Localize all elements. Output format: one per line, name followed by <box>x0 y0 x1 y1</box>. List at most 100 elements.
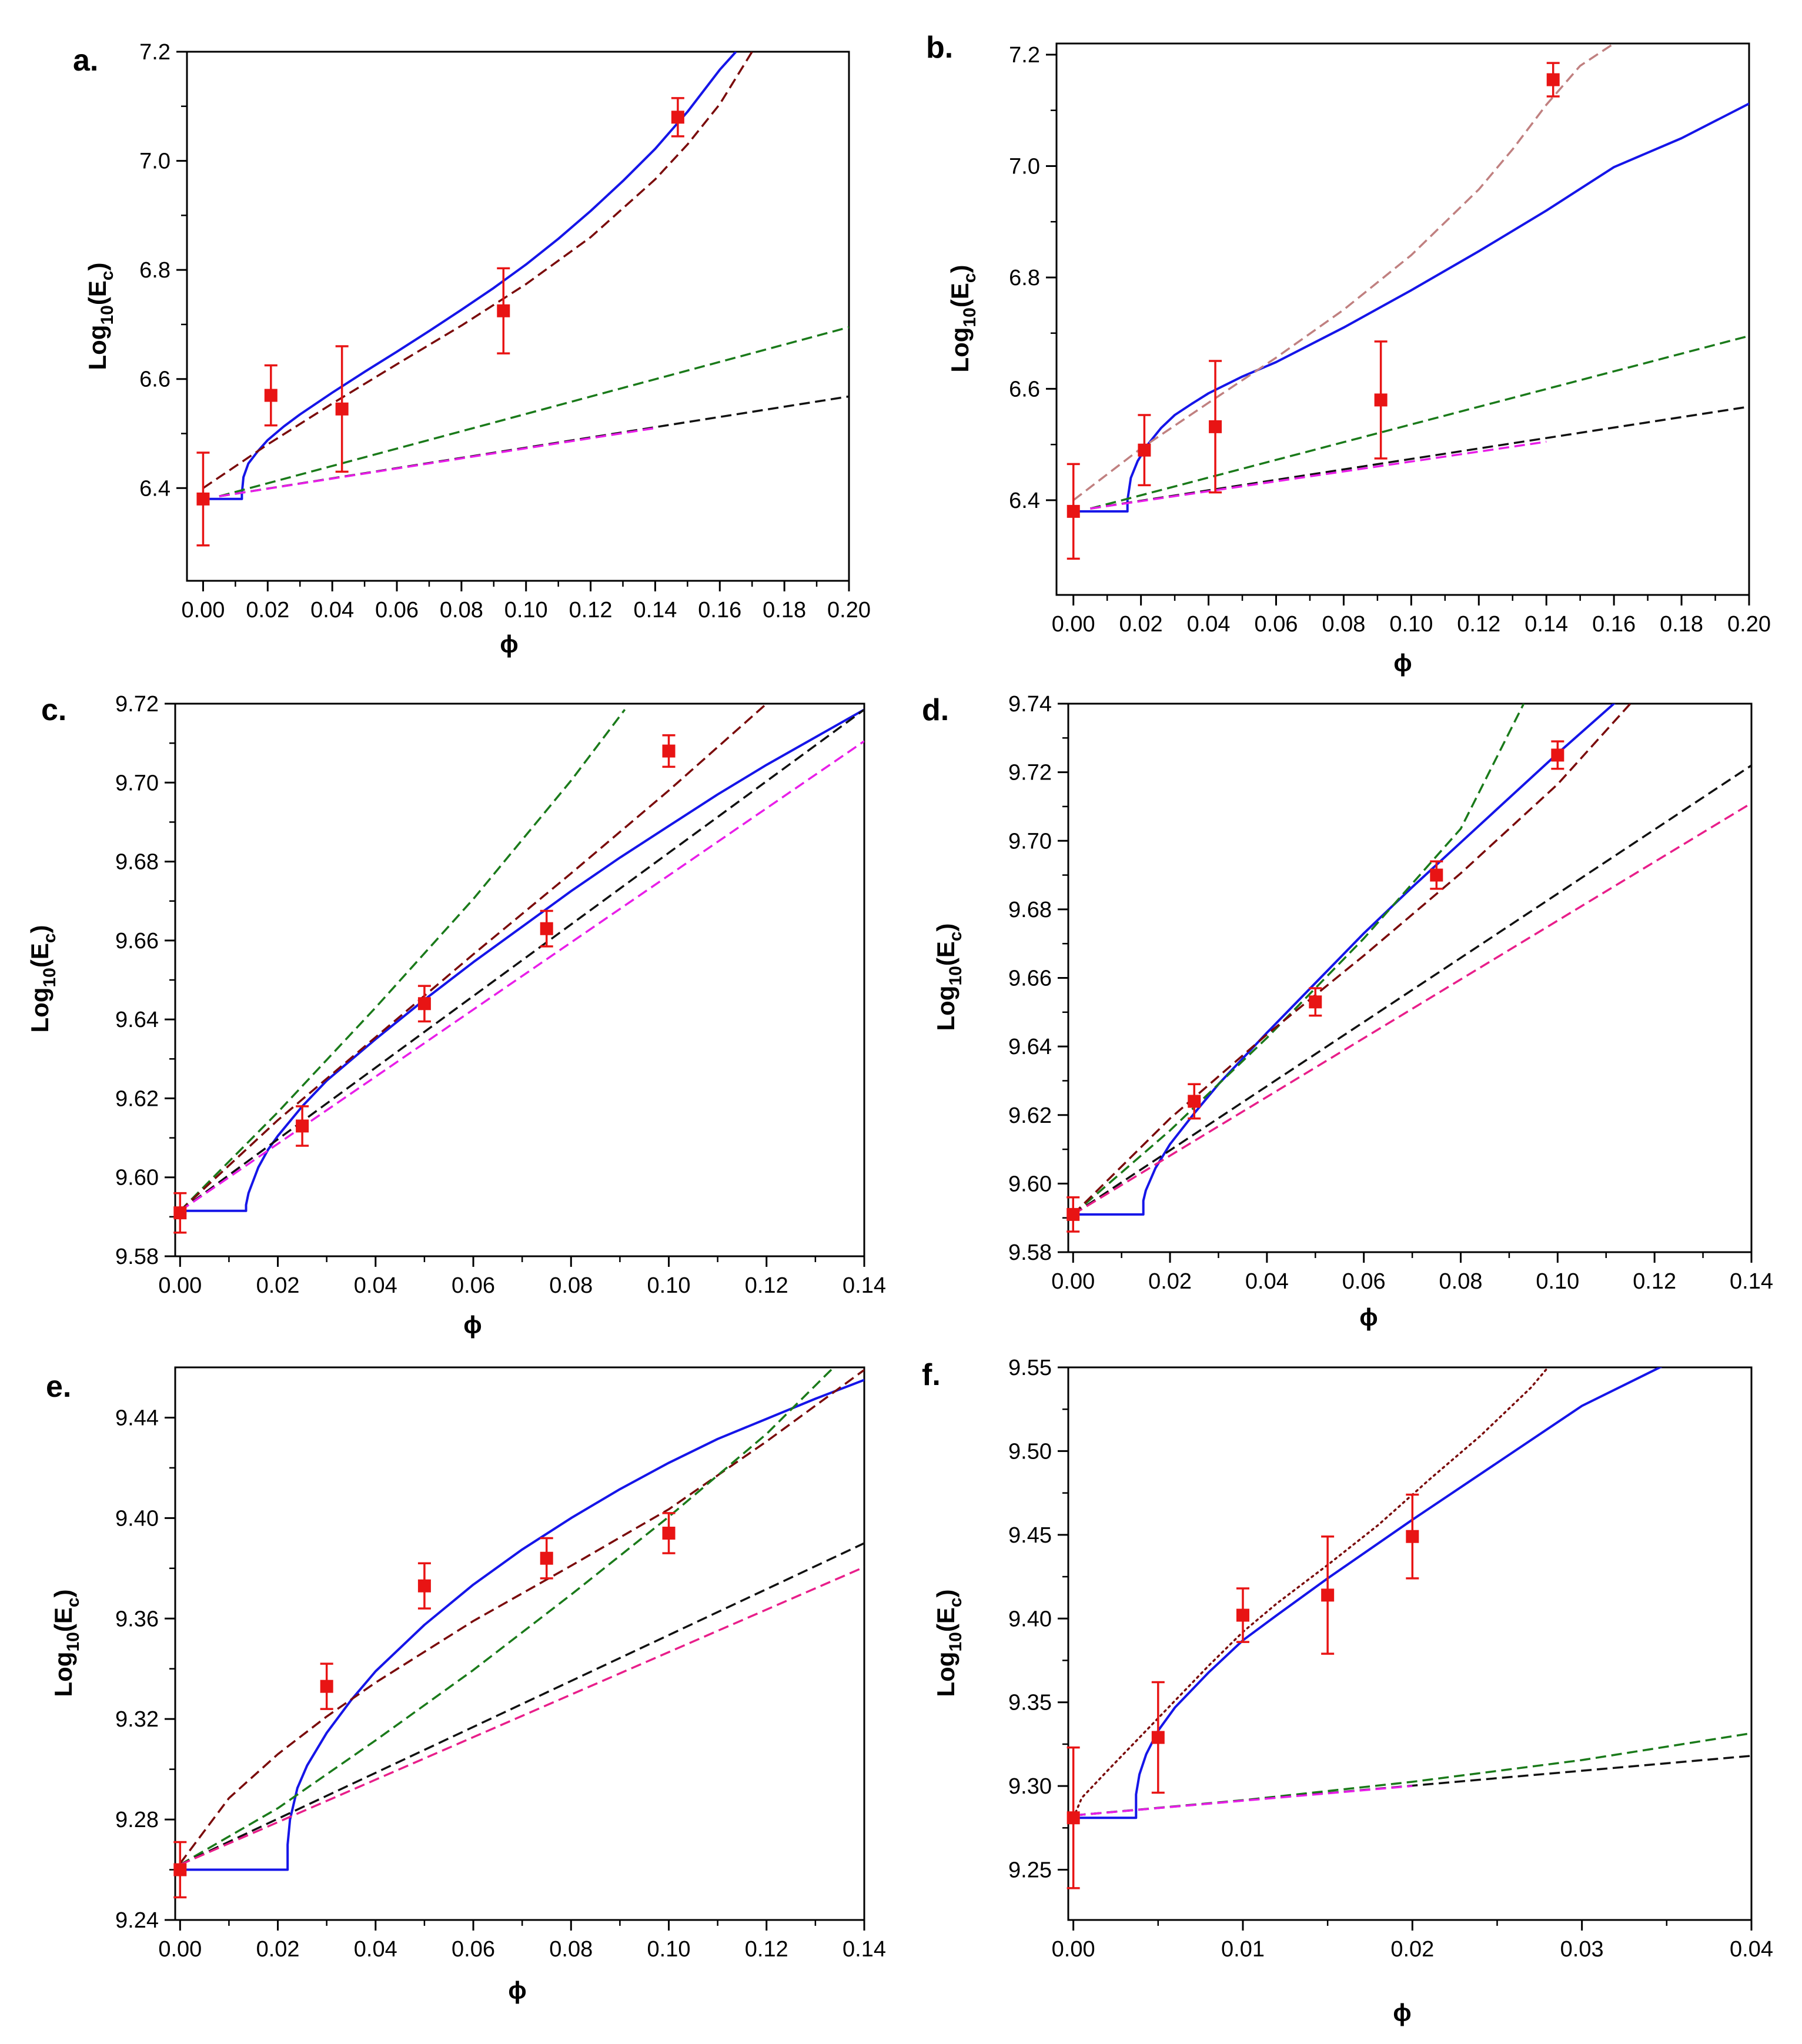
data-marker <box>1067 1207 1080 1221</box>
x-tick-label: 0.14 <box>1730 1269 1773 1294</box>
data-point <box>497 267 510 354</box>
x-tick-label: 0.00 <box>1052 1937 1095 1962</box>
y-axis-title: Log10(Ec) <box>49 1589 83 1697</box>
data-marker <box>1188 1095 1201 1108</box>
data-marker <box>1551 748 1564 762</box>
y-tick-label: 9.40 <box>115 1506 159 1531</box>
panel-label: e. <box>46 1370 71 1404</box>
data-point <box>196 451 210 547</box>
series-group <box>179 704 864 1212</box>
x-tick-label: 0.02 <box>1148 1269 1192 1294</box>
data-point <box>1236 1587 1249 1643</box>
data-point <box>335 345 349 473</box>
x-axis-title: ϕ <box>1393 1999 1411 2026</box>
chart-panel-3: 0.00 0.02 0.04 0.06 0.08 0.10 0.12 0.14 9.58 9.60… <box>26 692 886 1339</box>
panel-label: b. <box>926 31 953 65</box>
series-line-green <box>179 1367 835 1866</box>
x-tick-label: 0.02 <box>256 1273 300 1298</box>
y-tick-label: 6.8 <box>139 258 170 283</box>
data-point <box>1067 463 1080 560</box>
y-tick-label: 7.0 <box>139 149 170 174</box>
series-line-dark-red <box>202 52 753 489</box>
x-tick-label: 0.06 <box>375 598 419 623</box>
data-point <box>1309 987 1322 1017</box>
y-tick-label: 9.74 <box>1008 692 1052 717</box>
plot-frame <box>1055 42 1750 596</box>
data-marker <box>264 389 278 402</box>
data-point <box>296 1105 309 1147</box>
x-tick-label: 0.04 <box>1245 1269 1289 1294</box>
y-tick-label: 9.70 <box>115 771 159 795</box>
x-tick-label: 0.06 <box>1255 612 1298 637</box>
data-point <box>662 734 676 768</box>
x-tick-label: 0.04 <box>310 598 354 623</box>
x-tick-label: 0.04 <box>1730 1937 1773 1962</box>
data-marker <box>296 1119 309 1133</box>
series-line-green <box>179 709 626 1212</box>
panel-label: f. <box>922 1358 941 1392</box>
data-marker <box>173 1863 187 1876</box>
data-marker <box>173 1206 187 1220</box>
data-marker <box>1236 1608 1249 1622</box>
panel-label: c. <box>41 693 66 727</box>
series-line-magenta <box>1090 440 1547 510</box>
plot-frame <box>186 51 850 582</box>
x-tick-label: 0.04 <box>354 1937 397 1962</box>
series-line-green <box>219 326 849 497</box>
data-marker <box>1374 393 1388 407</box>
x-tick-label: 0.14 <box>633 598 677 623</box>
series-line-black <box>179 708 864 1212</box>
x-tick-label: 0.03 <box>1560 1937 1604 1962</box>
y-tick-label: 9.60 <box>1008 1172 1052 1196</box>
series-group <box>1072 44 1749 513</box>
series-line-blue <box>180 708 864 1212</box>
x-tick-label: 0.04 <box>354 1273 397 1298</box>
y-tick-label: 7.2 <box>139 40 170 65</box>
y-axis-title: Log10(Ec) <box>932 923 965 1031</box>
y-tick-label: 9.68 <box>115 850 159 875</box>
x-tick-label: 0.00 <box>1051 1269 1095 1294</box>
x-tick-label: 0.12 <box>745 1937 788 1962</box>
y-tick-label: 9.25 <box>1008 1858 1052 1883</box>
data-point <box>1151 1681 1165 1794</box>
data-marker <box>335 402 349 416</box>
x-tick-label: 0.01 <box>1221 1937 1265 1962</box>
x-tick-label: 0.04 <box>1187 612 1231 637</box>
y-tick-label: 6.4 <box>139 476 170 501</box>
chart-panel-4: 0.00 0.02 0.04 0.06 0.08 0.10 0.12 0.14 9.58 9.60… <box>922 692 1773 1331</box>
y-tick-label: 9.45 <box>1008 1523 1052 1548</box>
chart-panel-5: 0.00 0.02 0.04 0.06 0.08 0.10 0.12 0.14 9.24 9.28… <box>46 1366 886 2004</box>
series-line-blue <box>203 52 737 500</box>
x-tick-label: 0.02 <box>246 598 289 623</box>
y-tick-label: 7.2 <box>1009 43 1040 68</box>
data-point <box>173 1841 187 1899</box>
x-tick-label: 0.12 <box>569 598 613 623</box>
series-group <box>1072 1367 1751 1819</box>
data-marker <box>1546 73 1560 86</box>
data-marker <box>1309 995 1322 1009</box>
data-point <box>662 1512 676 1554</box>
series-line-dark-red <box>179 1369 864 1864</box>
series-line-magenta <box>1072 802 1751 1216</box>
x-tick-label: 0.02 <box>1390 1937 1434 1962</box>
x-tick-label: 0.02 <box>256 1937 300 1962</box>
plot-frame <box>174 1366 865 1921</box>
x-tick-label: 0.12 <box>745 1273 788 1298</box>
y-tick-label: 6.8 <box>1009 266 1040 290</box>
x-tick-label: 0.06 <box>1342 1269 1386 1294</box>
data-point <box>1067 1196 1080 1233</box>
data-point <box>1374 340 1388 460</box>
data-marker <box>1067 1811 1080 1825</box>
data-marker <box>497 304 510 317</box>
y-tick-label: 6.6 <box>139 367 170 392</box>
y-tick-label: 9.66 <box>1008 966 1052 991</box>
panel-label: d. <box>922 693 949 727</box>
x-tick-label: 0.00 <box>158 1273 202 1298</box>
series-line-black <box>1072 764 1751 1216</box>
series-line-magenta <box>219 427 656 497</box>
x-tick-label: 0.08 <box>440 598 483 623</box>
data-marker <box>417 997 431 1011</box>
x-tick-label: 0.02 <box>1119 612 1163 637</box>
x-tick-label: 0.08 <box>549 1937 593 1962</box>
